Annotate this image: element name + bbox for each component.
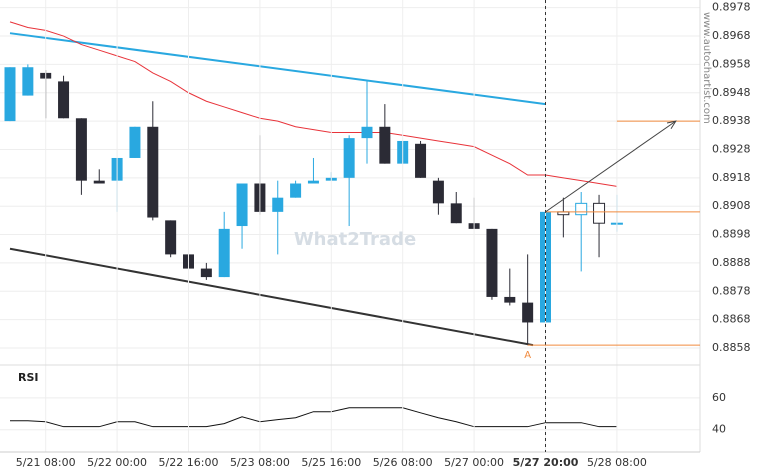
- candle-body: [307, 180, 319, 184]
- candle-body: [93, 180, 105, 184]
- candle-body: [432, 180, 444, 204]
- x-tick-label: 5/27 20:00: [513, 456, 579, 469]
- rsi-line: [10, 407, 617, 428]
- y-tick-label: 0.8938: [712, 114, 751, 127]
- candle-body: [575, 202, 588, 216]
- candle-body: [58, 81, 70, 119]
- y-tick-label: 0.8928: [712, 142, 751, 155]
- y-tick-label: 0.8968: [712, 29, 751, 42]
- y-tick-label: 0.8878: [712, 284, 751, 297]
- x-tick-label: 5/26 08:00: [373, 456, 433, 469]
- y-tick-label: 0.8868: [712, 313, 751, 326]
- candle-body: [129, 126, 141, 158]
- y-tick-label: 0.8858: [712, 341, 751, 354]
- site-label: www.autochartist.com: [701, 12, 712, 124]
- trend-line: [9, 247, 534, 347]
- x-tick-label: 5/28 08:00: [587, 456, 647, 469]
- level-label: A: [524, 350, 531, 361]
- y-tick-label: 0.8958: [712, 57, 751, 70]
- candle-body: [4, 67, 16, 122]
- y-tick-label: 0.8948: [712, 86, 751, 99]
- x-tick-label: 5/23 08:00: [230, 456, 290, 469]
- arrow-head: [666, 120, 677, 129]
- candle-body: [75, 118, 87, 181]
- candle-body: [200, 268, 212, 278]
- x-tick-label: 5/22 16:00: [159, 456, 219, 469]
- candle-body: [379, 126, 391, 164]
- candle-body: [165, 220, 177, 255]
- x-tick-label: 5/27 00:00: [444, 456, 504, 469]
- candle-body: [486, 228, 498, 297]
- candle-body: [593, 202, 606, 224]
- rsi-tick-label: 60: [712, 391, 726, 404]
- candle-body: [343, 138, 355, 178]
- candle-body: [504, 296, 516, 303]
- watermark: What2Trade: [294, 229, 416, 250]
- moving-average: [9, 21, 617, 187]
- plot-area: [0, 7, 700, 428]
- candle-body: [361, 126, 373, 139]
- trend-line: [9, 32, 546, 106]
- y-tick-label: 0.8908: [712, 199, 751, 212]
- forecast-arrow: [545, 120, 677, 213]
- x-tick-label: 5/22 00:00: [87, 456, 147, 469]
- candle-body: [147, 126, 159, 218]
- candle-body: [415, 143, 427, 178]
- rsi-tick-label: 40: [712, 423, 726, 436]
- x-tick-label: 5/25 16:00: [301, 456, 361, 469]
- candle-body: [290, 183, 302, 198]
- candle-body: [450, 203, 462, 224]
- x-tick-label: 5/21 08:00: [16, 456, 76, 469]
- candle-body: [22, 67, 34, 96]
- y-tick-label: 0.8918: [712, 171, 751, 184]
- candle-body: [218, 228, 230, 278]
- y-tick-label: 0.8888: [712, 256, 751, 269]
- rsi-title: RSI: [18, 371, 39, 384]
- candle-body: [236, 183, 248, 227]
- y-tick-label: 0.8978: [712, 1, 751, 14]
- candle-body: [522, 302, 534, 323]
- y-tick-label: 0.8898: [712, 228, 751, 241]
- candle-body: [272, 197, 284, 212]
